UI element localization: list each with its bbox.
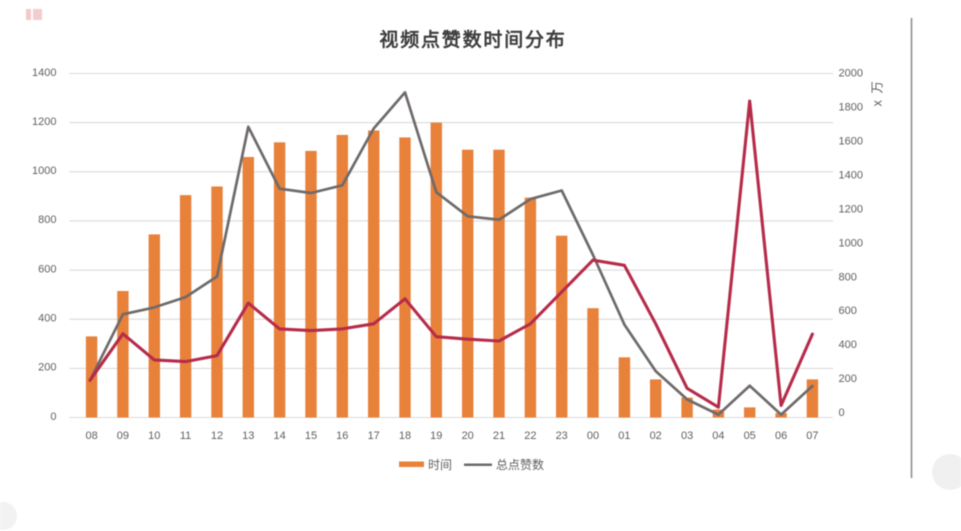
svg-text:22: 22 bbox=[524, 430, 536, 442]
svg-text:2000: 2000 bbox=[839, 68, 863, 80]
svg-text:16: 16 bbox=[336, 430, 348, 442]
svg-text:1000: 1000 bbox=[839, 237, 863, 249]
svg-text:200: 200 bbox=[839, 373, 857, 385]
svg-text:1800: 1800 bbox=[839, 102, 863, 114]
svg-text:02: 02 bbox=[650, 430, 662, 442]
svg-text:600: 600 bbox=[38, 263, 56, 275]
svg-text:1200: 1200 bbox=[32, 116, 56, 128]
svg-text:07: 07 bbox=[806, 430, 818, 442]
svg-text:400: 400 bbox=[38, 313, 56, 325]
svg-text:800: 800 bbox=[38, 214, 56, 226]
svg-text:09: 09 bbox=[117, 430, 129, 442]
svg-text:1200: 1200 bbox=[839, 203, 863, 215]
svg-text:600: 600 bbox=[839, 305, 857, 317]
svg-text:18: 18 bbox=[399, 430, 411, 442]
svg-text:800: 800 bbox=[839, 271, 857, 283]
svg-text:11: 11 bbox=[180, 430, 191, 442]
svg-text:19: 19 bbox=[430, 430, 442, 442]
svg-text:总点赞数: 总点赞数 bbox=[496, 457, 544, 472]
svg-text:13: 13 bbox=[242, 430, 254, 442]
svg-text:17: 17 bbox=[368, 430, 380, 442]
svg-text:200: 200 bbox=[38, 362, 56, 374]
svg-text:10: 10 bbox=[148, 430, 160, 442]
svg-text:23: 23 bbox=[556, 430, 568, 442]
svg-text:1000: 1000 bbox=[32, 165, 56, 177]
svg-text:1400: 1400 bbox=[839, 170, 863, 182]
svg-text:03: 03 bbox=[681, 430, 693, 442]
svg-text:x 万: x 万 bbox=[871, 80, 885, 107]
svg-text:05: 05 bbox=[744, 430, 756, 442]
svg-text:时间: 时间 bbox=[428, 458, 452, 472]
svg-text:08: 08 bbox=[85, 430, 97, 442]
svg-text:0: 0 bbox=[50, 411, 56, 423]
svg-text:20: 20 bbox=[462, 430, 474, 442]
svg-text:06: 06 bbox=[775, 430, 787, 442]
svg-text:14: 14 bbox=[273, 430, 285, 442]
svg-text:01: 01 bbox=[618, 430, 630, 442]
svg-text:04: 04 bbox=[712, 430, 724, 442]
svg-text:15: 15 bbox=[305, 430, 317, 442]
svg-text:视频点赞数时间分布: 视频点赞数时间分布 bbox=[379, 28, 566, 51]
svg-text:1600: 1600 bbox=[839, 136, 863, 148]
svg-text:00: 00 bbox=[587, 430, 599, 442]
svg-text:12: 12 bbox=[211, 430, 223, 442]
svg-text:1400: 1400 bbox=[32, 67, 56, 79]
svg-text:21: 21 bbox=[493, 430, 505, 442]
svg-text:0: 0 bbox=[839, 407, 845, 419]
svg-text:400: 400 bbox=[839, 339, 857, 351]
